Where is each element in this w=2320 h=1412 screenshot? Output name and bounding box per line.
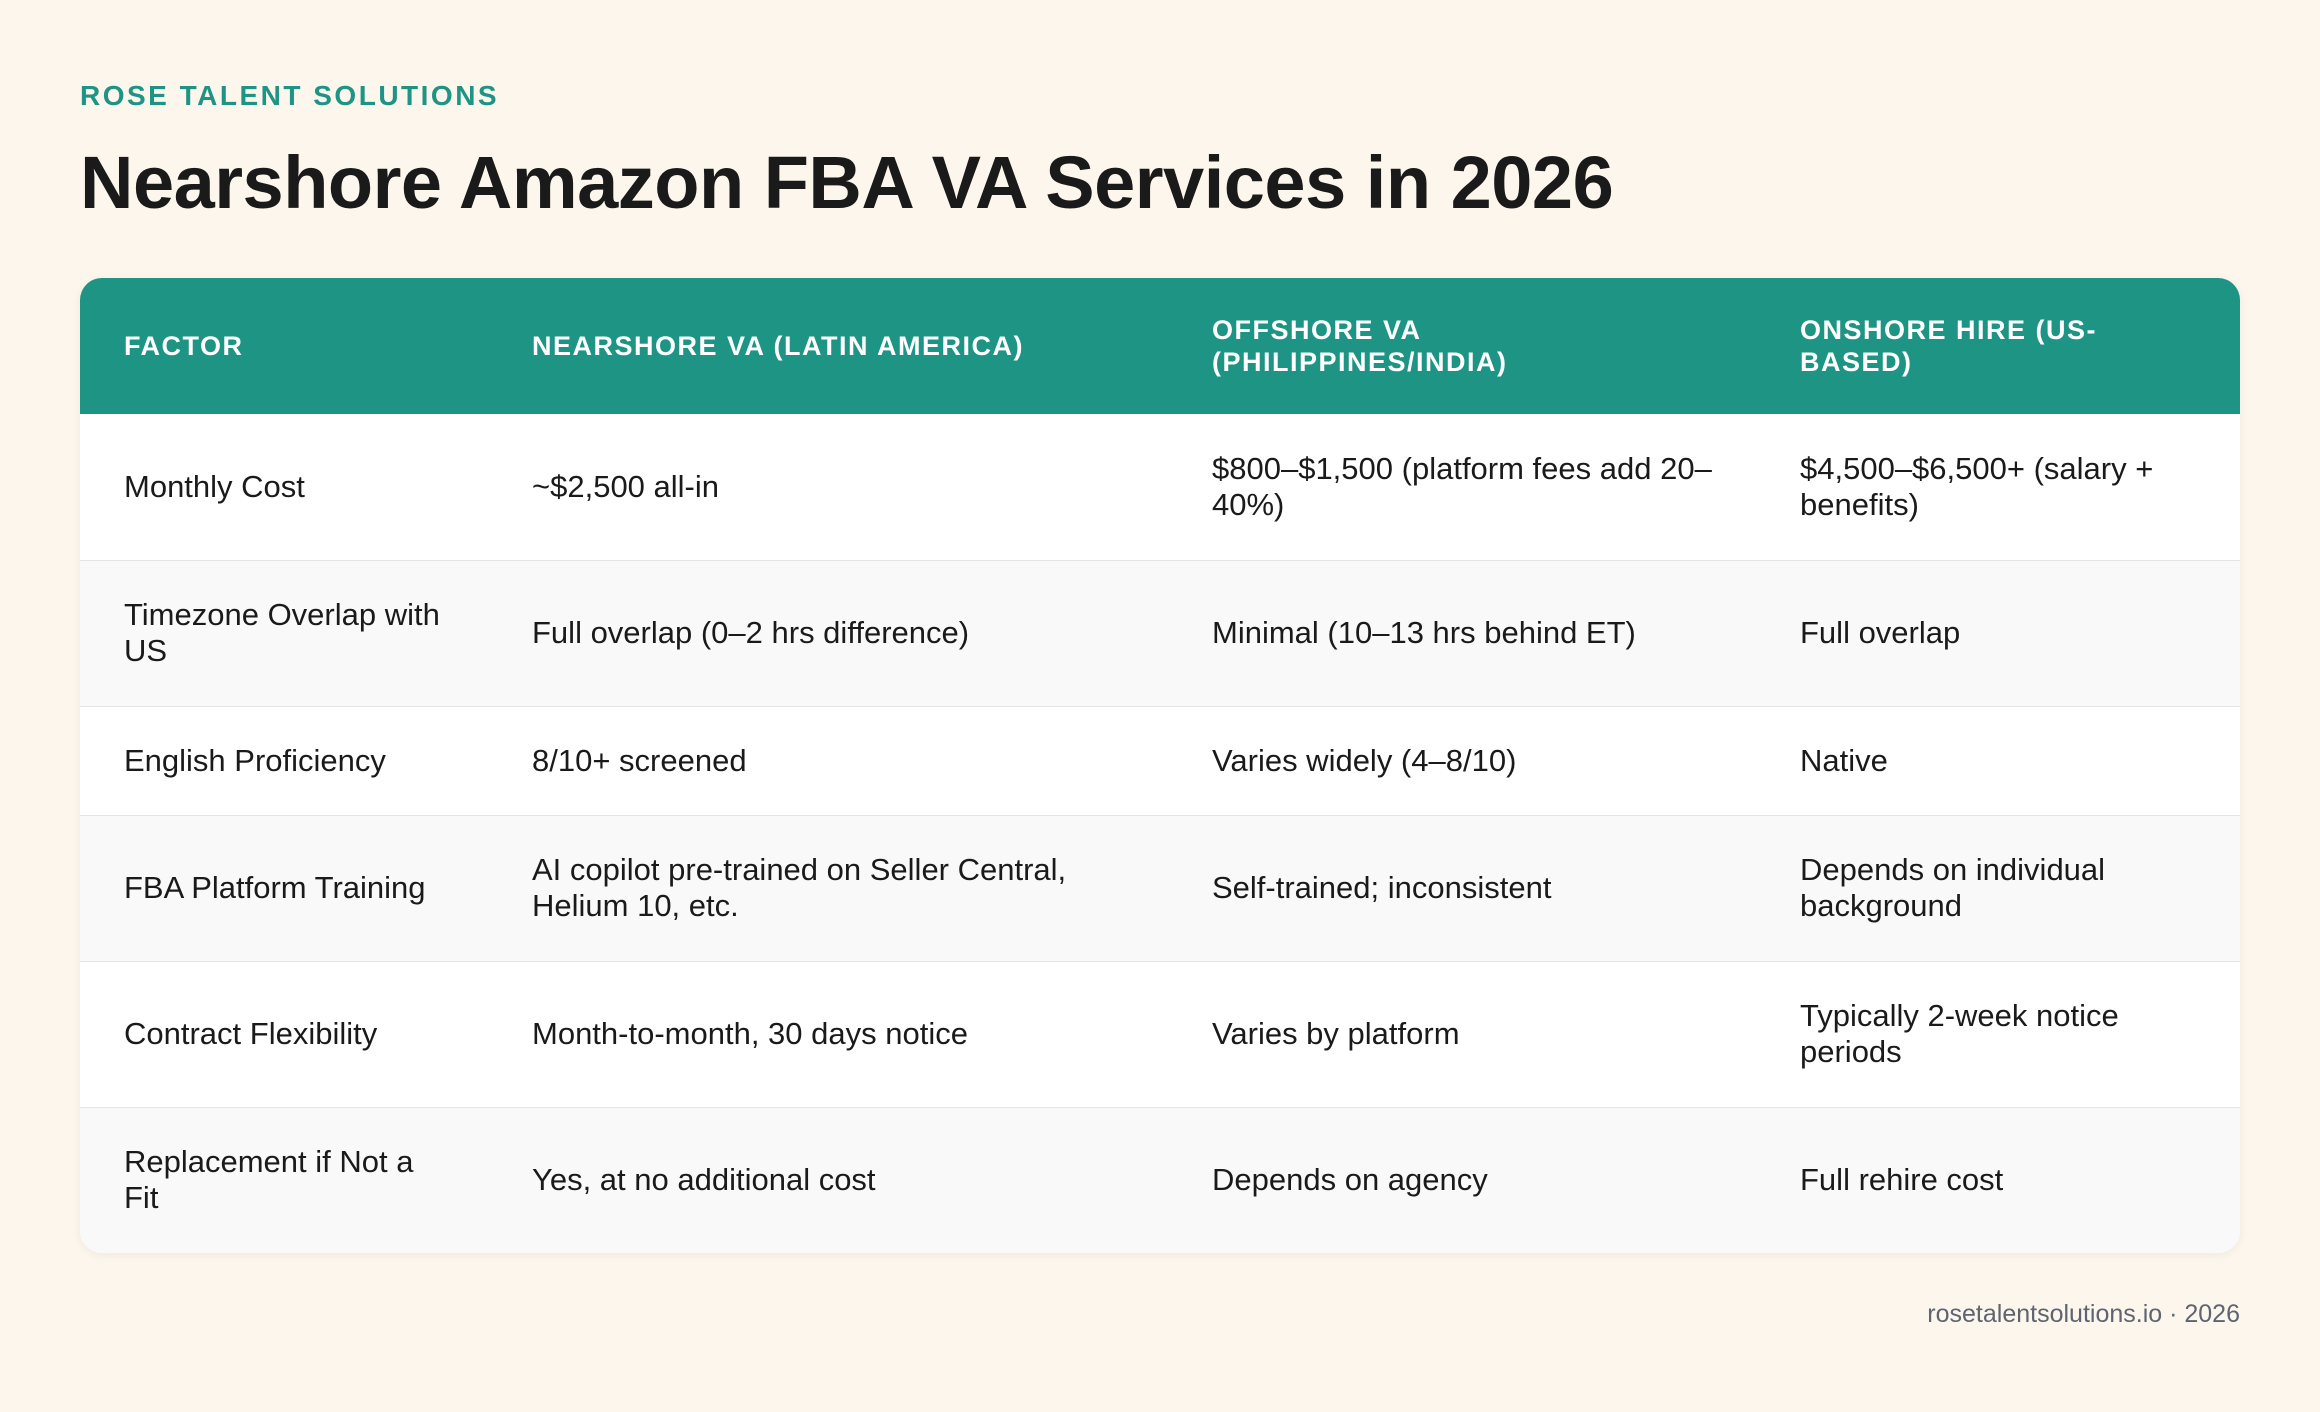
table-cell-offshore: $800–$1,500 (platform fees add 20–40%) [1212,450,1712,522]
table-cell-offshore: Minimal (10–13 hrs behind ET) [1168,559,1756,706]
table-cell-onshore: Full overlap [1756,559,2240,706]
table-cell-onshore: $4,500–$6,500+ (salary + benefits) [1800,450,2154,522]
table-cell-onshore: Full rehire cost [1756,1106,2240,1253]
table-cell-nearshore: Month-to-month, 30 days notice [488,960,1168,1107]
table-row: Replacement if Not a Fit Yes, at no addi… [80,1106,2240,1253]
table-cell-nearshore: AI copilot pre-trained on Seller Central… [488,814,1168,961]
page: ROSE TALENT SOLUTIONS Nearshore Amazon F… [80,76,2240,1253]
column-header-factor: FACTOR [124,331,244,361]
table-cell-nearshore: ~$2,500 all-in [532,468,719,504]
table-cell-onshore: Depends on individual background [1756,814,2240,961]
table-cell-factor: Timezone Overlap with US [80,559,488,706]
table-row: FBA Platform Training AI copilot pre-tra… [80,814,2240,961]
comparison-table-card: FACTOR NEARSHORE VA (LATIN AMERICA) OFFS… [80,278,2240,1253]
table-cell-factor: Replacement if Not a Fit [80,1106,488,1253]
table-cell-offshore: Varies by platform [1168,960,1756,1107]
table-row: Monthly Cost ~$2,500 all-in $800–$1,500 … [80,414,2240,560]
page-title: Nearshore Amazon FBA VA Services in 2026 [80,141,1614,224]
comparison-table: FACTOR NEARSHORE VA (LATIN AMERICA) OFFS… [80,278,2240,1253]
table-cell-factor: English Proficiency [80,705,488,815]
table-cell-offshore: Depends on agency [1168,1106,1756,1253]
footer-credit: rosetalentsolutions.io · 2026 [1927,1300,2240,1328]
column-header-nearshore: NEARSHORE VA (LATIN AMERICA) [532,331,1024,361]
table-cell-offshore: Varies widely (4–8/10) [1168,705,1756,815]
table-row: Timezone Overlap with US Full overlap (0… [80,559,2240,706]
table-cell-onshore: Typically 2-week notice periods [1756,960,2240,1107]
column-header-offshore: OFFSHORE VA (PHILIPPINES/INDIA) [1212,315,1508,377]
table-cell-nearshore: 8/10+ screened [488,705,1168,815]
table-cell-factor: Monthly Cost [124,468,305,504]
table-cell-factor: FBA Platform Training [80,814,488,961]
table-cell-nearshore: Yes, at no additional cost [488,1106,1168,1253]
table-cell-offshore: Self-trained; inconsistent [1168,814,1756,961]
table-cell-nearshore: Full overlap (0–2 hrs difference) [488,559,1168,706]
table-row: Contract Flexibility Month-to-month, 30 … [80,960,2240,1107]
table-cell-factor: Contract Flexibility [80,960,488,1107]
column-header-onshore: ONSHORE HIRE (US-BASED) [1800,315,2098,377]
table-row: English Proficiency 8/10+ screened Varie… [80,705,2240,815]
table-header-row: FACTOR NEARSHORE VA (LATIN AMERICA) OFFS… [80,278,2240,414]
brand-label: ROSE TALENT SOLUTIONS [80,80,500,111]
table-cell-onshore: Native [1756,705,2240,815]
